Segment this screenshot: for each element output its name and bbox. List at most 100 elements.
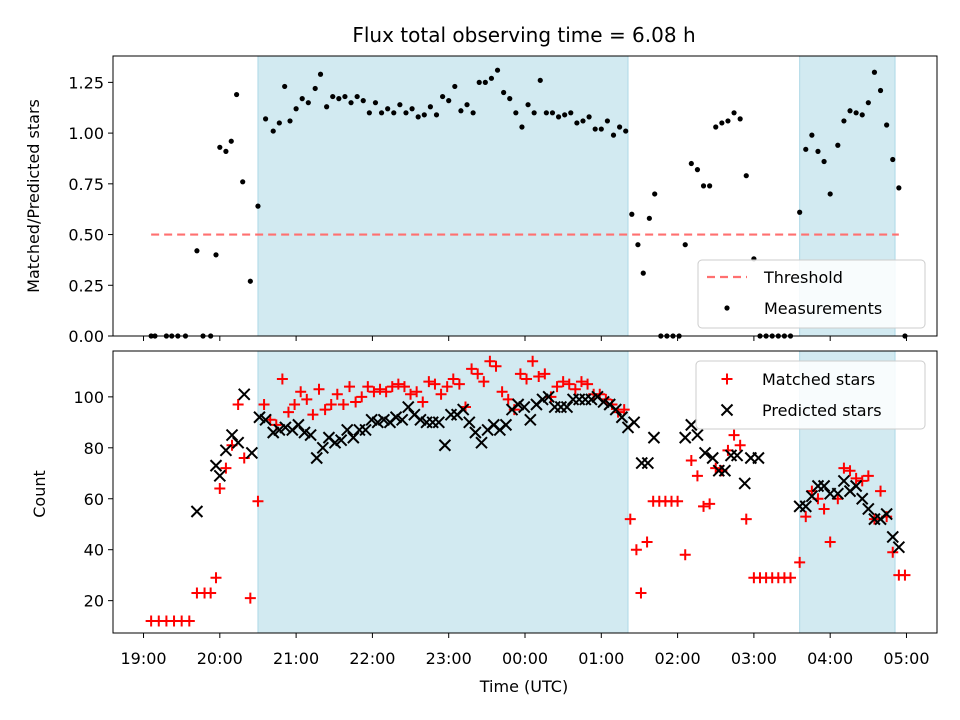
measurement-point bbox=[809, 132, 815, 138]
matched-star-marker bbox=[380, 386, 392, 398]
matched-star-marker bbox=[337, 398, 349, 410]
predicted-star-marker bbox=[304, 428, 317, 442]
measurement-point bbox=[525, 102, 531, 108]
matched-star-marker bbox=[362, 381, 374, 393]
predicted-star-marker bbox=[334, 433, 348, 447]
measurement-point bbox=[255, 203, 261, 209]
matched-star-marker bbox=[307, 409, 319, 421]
predicted-star-marker bbox=[817, 479, 831, 493]
predicted-star-marker bbox=[647, 431, 661, 444]
measurement-point bbox=[884, 122, 890, 128]
matched-star-marker bbox=[740, 513, 752, 525]
matched-star-marker bbox=[679, 549, 691, 561]
measurement-point bbox=[409, 106, 415, 112]
predicted-star-marker bbox=[892, 540, 906, 554]
matched-star-marker bbox=[466, 363, 478, 375]
measurement-point bbox=[317, 71, 324, 77]
matched-star-marker bbox=[447, 373, 459, 385]
measurement-point bbox=[543, 110, 549, 116]
predicted-star-marker bbox=[402, 400, 415, 414]
measurement-point bbox=[262, 116, 269, 122]
measurement-point bbox=[336, 96, 342, 102]
measurement-point bbox=[213, 252, 219, 258]
matched-star-marker bbox=[672, 495, 684, 507]
predicted-star-marker bbox=[231, 436, 245, 449]
matched-star-marker bbox=[282, 406, 294, 418]
predicted-star-marker bbox=[438, 439, 452, 452]
predicted-star-marker bbox=[849, 479, 863, 493]
measurement-point bbox=[372, 100, 379, 106]
x-tick-label: 20:00 bbox=[197, 649, 243, 668]
bottom-axes-frame bbox=[112, 350, 938, 634]
measurement-point bbox=[464, 102, 470, 108]
legend-threshold-label: Threshold bbox=[763, 268, 843, 287]
x-tick-label: 01:00 bbox=[578, 649, 624, 668]
top-y-axis-label: Matched/Predicted stars bbox=[24, 99, 43, 293]
matched-star-marker bbox=[685, 455, 697, 467]
matched-star-marker bbox=[824, 536, 836, 548]
matched-star-marker bbox=[794, 556, 806, 568]
matched-star-marker bbox=[484, 355, 496, 367]
matched-star-marker bbox=[453, 378, 465, 390]
predicted-star-marker bbox=[219, 444, 233, 457]
x-tick-label: 05:00 bbox=[883, 649, 929, 668]
predicted-star-marker bbox=[347, 431, 360, 444]
measurement-point bbox=[646, 215, 652, 221]
predicted-star-marker bbox=[886, 530, 899, 544]
bottom-y-tick-label: 100 bbox=[73, 388, 104, 407]
measurement-point bbox=[815, 148, 821, 154]
matched-star-marker bbox=[319, 404, 331, 416]
legend-measurements-swatch bbox=[724, 305, 730, 311]
x-tick-label: 02:00 bbox=[655, 649, 701, 668]
legend-predicted-label: Predicted stars bbox=[762, 401, 882, 420]
matched-star-marker bbox=[374, 383, 386, 395]
matched-star-marker bbox=[728, 429, 740, 441]
measurement-point bbox=[803, 146, 809, 152]
measurement-point bbox=[299, 96, 305, 102]
measurement-point bbox=[617, 124, 623, 130]
predicted-star-marker bbox=[316, 441, 330, 455]
matched-star-marker bbox=[220, 462, 232, 474]
matched-star-marker bbox=[405, 388, 417, 400]
measurement-point bbox=[494, 67, 501, 73]
measurement-point bbox=[640, 270, 646, 276]
measurement-point bbox=[592, 126, 598, 132]
measurement-point bbox=[623, 128, 629, 134]
legend-matched-swatch bbox=[721, 373, 733, 385]
predicted-star-marker bbox=[718, 464, 732, 477]
matched-star-marker bbox=[350, 396, 362, 408]
matched-star-marker bbox=[630, 544, 642, 556]
matched-star-marker bbox=[785, 572, 797, 584]
measurement-point bbox=[652, 191, 658, 197]
measurement-point bbox=[342, 93, 348, 100]
measurement-point bbox=[324, 104, 330, 110]
matched-star-marker bbox=[527, 355, 539, 367]
predicted-star-marker bbox=[292, 418, 305, 432]
matched-star-marker bbox=[496, 386, 508, 398]
predicted-star-marker bbox=[679, 431, 692, 444]
measurement-point bbox=[519, 124, 525, 130]
predicted-star-marker bbox=[627, 416, 641, 429]
predicted-star-marker bbox=[831, 487, 845, 500]
top-axes-frame bbox=[112, 55, 938, 337]
measurement-point bbox=[507, 96, 513, 102]
top-y-tick-label: 0.00 bbox=[68, 327, 104, 346]
predicted-star-marker bbox=[738, 477, 751, 490]
matched-star-marker bbox=[551, 381, 563, 393]
predicted-star-marker bbox=[341, 423, 354, 437]
matched-star-marker bbox=[417, 396, 429, 408]
predicted-star-marker bbox=[456, 403, 470, 416]
predicted-star-marker bbox=[799, 500, 812, 513]
predicted-star-marker bbox=[475, 436, 488, 449]
measurement-point bbox=[501, 89, 507, 96]
bottom-legend: Matched stars Predicted stars bbox=[695, 360, 926, 430]
predicted-star-marker bbox=[805, 489, 819, 503]
matched-star-marker bbox=[313, 383, 325, 395]
measurement-point bbox=[865, 100, 871, 106]
predicted-star-marker bbox=[560, 400, 574, 414]
predicted-star-marker bbox=[880, 507, 893, 521]
chart-title: Flux total observing time = 6.08 h bbox=[352, 23, 695, 47]
measurement-point bbox=[378, 110, 385, 116]
measurement-point bbox=[397, 102, 403, 108]
measurement-point bbox=[276, 120, 282, 126]
